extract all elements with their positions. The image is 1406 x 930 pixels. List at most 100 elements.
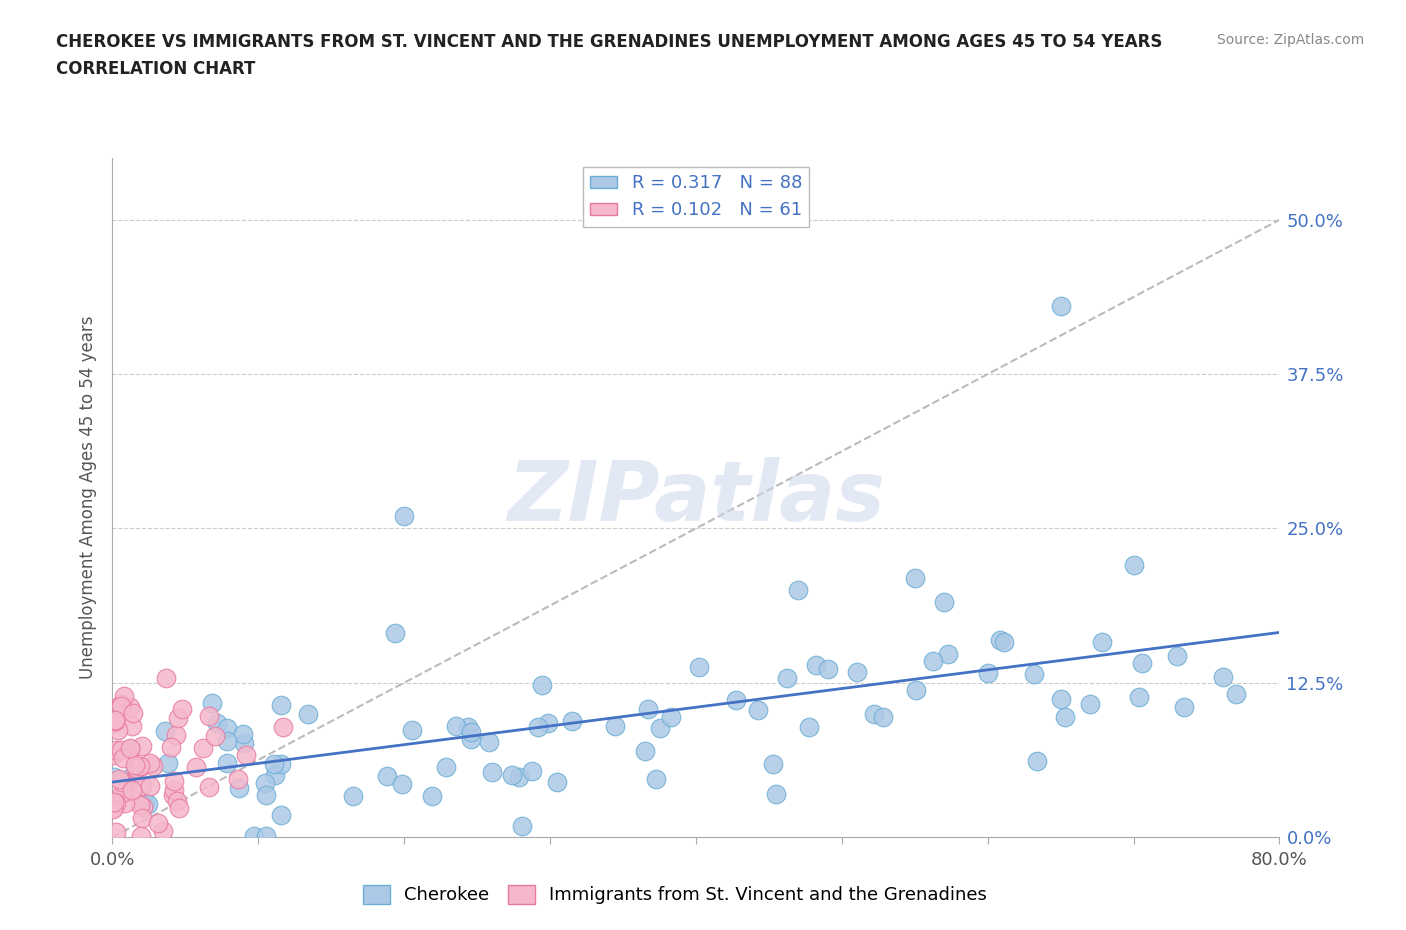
- Point: [103, 716, 125, 731]
- Point: [976, 666, 998, 681]
- Point: [637, 701, 659, 716]
- Point: [993, 634, 1015, 649]
- Point: [270, 756, 292, 771]
- Point: [134, 795, 156, 810]
- Point: [120, 742, 142, 757]
- Point: [128, 758, 150, 773]
- Point: [131, 738, 153, 753]
- Point: [110, 697, 132, 711]
- Point: [787, 583, 810, 598]
- Point: [139, 755, 162, 770]
- Text: CHEROKEE VS IMMIGRANTS FROM ST. VINCENT AND THE GRENADINES UNEMPLOYMENT AMONG AG: CHEROKEE VS IMMIGRANTS FROM ST. VINCENT …: [56, 33, 1163, 50]
- Point: [1212, 670, 1234, 684]
- Point: [103, 770, 125, 785]
- Point: [527, 719, 550, 734]
- Point: [125, 761, 148, 776]
- Point: [391, 777, 413, 791]
- Point: [110, 698, 132, 713]
- Point: [184, 760, 207, 775]
- Point: [401, 723, 423, 737]
- Point: [132, 800, 155, 815]
- Point: [228, 781, 250, 796]
- Point: [191, 740, 214, 755]
- Point: [156, 756, 179, 771]
- Point: [105, 742, 128, 757]
- Point: [167, 801, 190, 816]
- Point: [659, 710, 682, 724]
- Point: [163, 782, 186, 797]
- Point: [166, 793, 188, 808]
- Text: ZIPatlas: ZIPatlas: [508, 457, 884, 538]
- Point: [342, 789, 364, 804]
- Point: [747, 702, 769, 717]
- Point: [1024, 666, 1046, 681]
- Point: [108, 772, 131, 787]
- Point: [153, 724, 176, 738]
- Point: [384, 626, 406, 641]
- Point: [932, 595, 955, 610]
- Point: [634, 743, 657, 758]
- Point: [520, 764, 543, 778]
- Point: [1122, 558, 1144, 573]
- Point: [125, 764, 148, 779]
- Point: [101, 748, 124, 763]
- Point: [129, 829, 152, 844]
- Point: [105, 825, 128, 840]
- Point: [165, 728, 187, 743]
- Point: [457, 719, 479, 734]
- Point: [254, 788, 277, 803]
- Point: [1130, 656, 1153, 671]
- Point: [215, 756, 238, 771]
- Point: [110, 742, 132, 757]
- Point: [121, 718, 143, 733]
- Point: [270, 808, 292, 823]
- Text: Source: ZipAtlas.com: Source: ZipAtlas.com: [1216, 33, 1364, 46]
- Point: [155, 671, 177, 686]
- Point: [162, 787, 184, 802]
- Point: [131, 778, 153, 793]
- Point: [988, 632, 1011, 647]
- Point: [1025, 753, 1047, 768]
- Point: [127, 761, 149, 776]
- Point: [152, 823, 174, 838]
- Point: [232, 727, 254, 742]
- Point: [1091, 634, 1114, 649]
- Point: [160, 739, 183, 754]
- Point: [122, 705, 145, 720]
- Point: [817, 661, 839, 676]
- Point: [139, 778, 162, 793]
- Point: [1078, 697, 1101, 711]
- Point: [201, 696, 224, 711]
- Point: [167, 711, 190, 725]
- Point: [270, 698, 292, 712]
- Point: [863, 706, 886, 721]
- Point: [142, 759, 165, 774]
- Point: [375, 768, 398, 783]
- Point: [508, 770, 530, 785]
- Point: [804, 658, 827, 672]
- Point: [232, 736, 254, 751]
- Y-axis label: Unemployment Among Ages 45 to 54 years: Unemployment Among Ages 45 to 54 years: [79, 316, 97, 679]
- Point: [460, 732, 482, 747]
- Point: [101, 802, 124, 817]
- Point: [1225, 686, 1247, 701]
- Point: [799, 720, 821, 735]
- Point: [765, 787, 787, 802]
- Point: [112, 689, 135, 704]
- Point: [904, 570, 927, 585]
- Point: [111, 775, 134, 790]
- Point: [103, 795, 125, 810]
- Point: [872, 710, 894, 724]
- Point: [444, 719, 467, 734]
- Point: [128, 797, 150, 812]
- Point: [392, 509, 416, 524]
- Point: [775, 671, 797, 685]
- Point: [205, 716, 228, 731]
- Point: [1166, 649, 1188, 664]
- Point: [531, 678, 554, 693]
- Point: [762, 757, 785, 772]
- Point: [107, 723, 129, 737]
- Point: [104, 713, 127, 728]
- Point: [110, 786, 132, 801]
- Point: [217, 734, 239, 749]
